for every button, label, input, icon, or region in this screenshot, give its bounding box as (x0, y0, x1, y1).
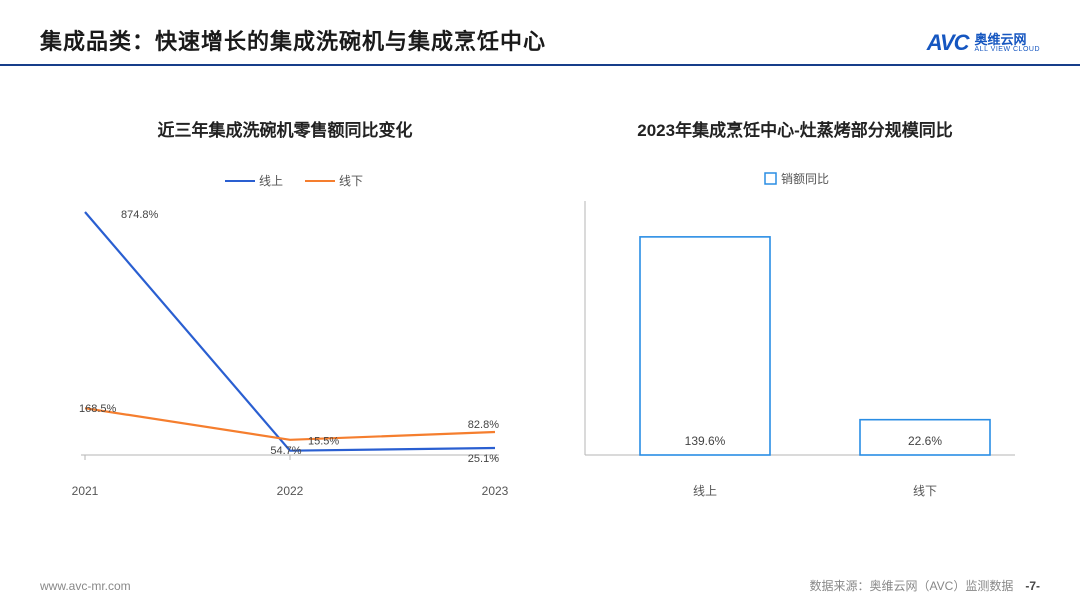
svg-text:线上: 线上 (693, 484, 717, 498)
svg-text:25.1%: 25.1% (468, 453, 499, 465)
footer-url: www.avc-mr.com (40, 579, 131, 593)
right-chart-title: 2023年集成烹饪中心-灶蒸烤部分规模同比 (637, 116, 952, 141)
svg-text:139.6%: 139.6% (685, 434, 726, 448)
svg-text:54.7%: 54.7% (270, 445, 301, 457)
bar-chart-svg: 销额同比 139.6% 线上 22.6% 线下 (555, 155, 1035, 515)
left-chart-title: 近三年集成洗碗机零售额同比变化 (158, 116, 413, 141)
page-footer: www.avc-mr.com 数据来源：奥维云网（AVC）监测数据 -7- (40, 577, 1040, 594)
svg-text:22.6%: 22.6% (908, 434, 942, 448)
svg-text:线上: 线上 (259, 174, 283, 188)
svg-text:168.5%: 168.5% (79, 403, 117, 415)
svg-text:线下: 线下 (339, 174, 363, 188)
svg-text:82.8%: 82.8% (468, 419, 499, 431)
logo-en: ALL VIEW CLOUD (975, 46, 1040, 53)
page-header: 集成品类：快速增长的集成洗碗机与集成烹饪中心 AVC 奥维云网 ALL VIEW… (0, 0, 1080, 66)
svg-text:2021: 2021 (72, 484, 99, 498)
svg-text:2023: 2023 (482, 484, 509, 498)
svg-text:874.8%: 874.8% (121, 209, 159, 221)
brand-logo: AVC 奥维云网 ALL VIEW CLOUD (927, 30, 1040, 56)
page-number: -7- (1025, 579, 1040, 593)
line-chart-svg: 线上 线下 2021 2022 2023 874.8% 168.5% 15.5% 54.7% 25… (45, 155, 525, 515)
svg-text:线下: 线下 (913, 484, 937, 498)
charts-row: 近三年集成洗碗机零售额同比变化 线上线下202120222023874.8%16… (0, 66, 1080, 535)
svg-text:销额同比: 销额同比 (781, 172, 829, 186)
logo-mark: AVC (927, 30, 969, 56)
logo-cn: 奥维云网 (975, 33, 1040, 46)
svg-text:2022: 2022 (277, 484, 304, 498)
right-chart: 2023年集成烹饪中心-灶蒸烤部分规模同比 销额同比 139.6% 线上 22.6% 线… (550, 116, 1040, 515)
page-title: 集成品类：快速增长的集成洗碗机与集成烹饪中心 (40, 24, 546, 56)
footer-source: 数据来源：奥维云网（AVC）监测数据 (810, 577, 1014, 594)
svg-text:15.5%: 15.5% (308, 436, 339, 448)
left-chart: 近三年集成洗碗机零售额同比变化 线上 线下 2021 2022 2023 874.8% 16… (40, 116, 530, 515)
